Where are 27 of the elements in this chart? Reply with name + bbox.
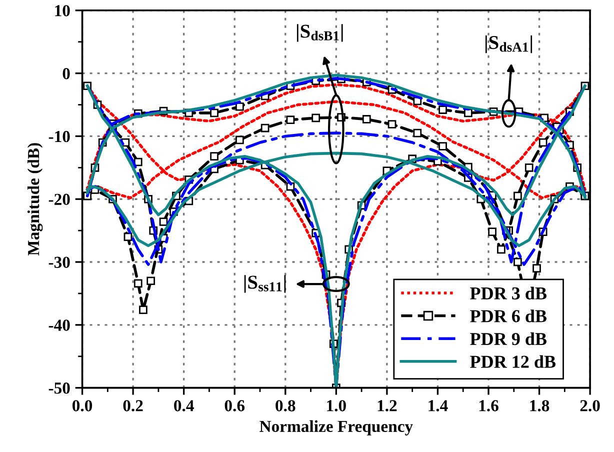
annotation: |S$_{ss11}$| xyxy=(244,275,286,293)
annotation: |S$_{dsA1}$| xyxy=(485,35,532,54)
y-tick-label: -20 xyxy=(48,194,70,206)
legend-label: PDR 3 dB xyxy=(470,286,547,300)
x-tick-label: 0.4 xyxy=(174,400,194,412)
legend-label: PDR 9 dB xyxy=(470,332,547,346)
y-tick-label: -40 xyxy=(48,320,70,331)
x-tick-label: 1.6 xyxy=(479,400,498,412)
y-axis-title: Magnitude (dB) xyxy=(27,143,43,256)
x-axis-title: Normalize Frequency xyxy=(260,420,413,436)
legend-label: PDR 12 dB xyxy=(470,355,556,368)
y-tick-label: 10 xyxy=(55,5,70,16)
legend-label: PDR 6 dB xyxy=(470,310,547,322)
y-tick-label: -50 xyxy=(48,382,70,394)
x-tick-label: 1.0 xyxy=(327,400,346,412)
x-tick-label: 0.2 xyxy=(123,400,143,412)
annotation: |S$_{dsB1}$| xyxy=(296,24,343,42)
x-tick-label: 1.2 xyxy=(378,400,397,412)
x-tick-label: 0.8 xyxy=(276,400,296,412)
x-tick-label: 2.0 xyxy=(580,400,600,412)
x-tick-label: 0.0 xyxy=(72,400,92,412)
y-tick-label: -30 xyxy=(48,256,70,268)
y-tick-label: -10 xyxy=(48,130,70,142)
x-tick-label: 1.8 xyxy=(530,400,550,412)
x-tick-label: 1.4 xyxy=(428,400,448,412)
x-tick-label: 0.6 xyxy=(224,400,245,412)
y-tick-label: 0 xyxy=(62,68,70,80)
